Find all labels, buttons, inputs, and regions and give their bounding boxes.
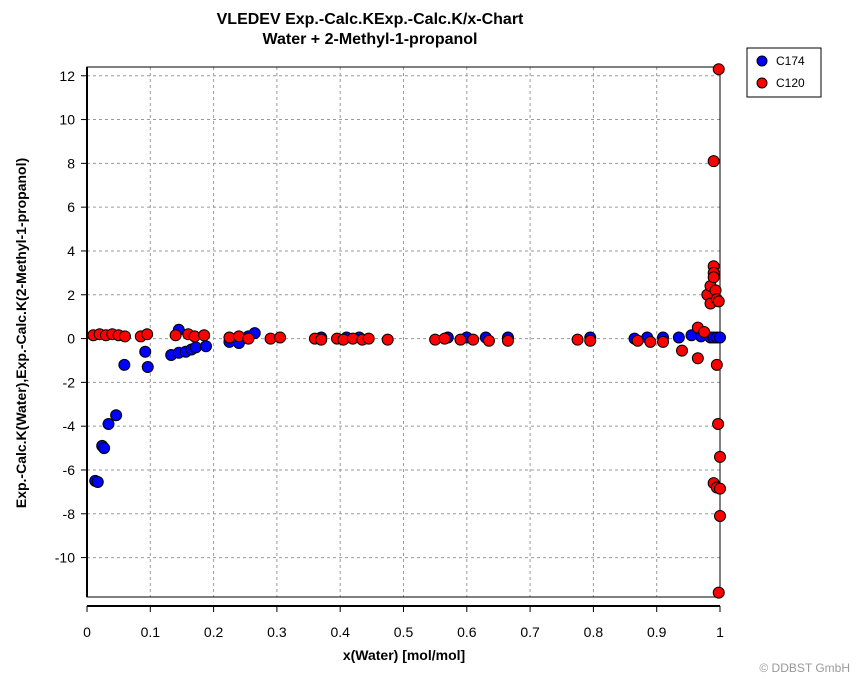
y-axis-label: Exp.-Calc.K(Water),Exp.-Calc.K(2-Methyl-… bbox=[13, 158, 29, 508]
data-point-c120 bbox=[710, 358, 723, 371]
legend-marker-c174 bbox=[756, 55, 768, 67]
y-tick-label: 12 bbox=[59, 68, 75, 84]
x-tick-label: 0.8 bbox=[584, 624, 604, 640]
x-tick-label: 0.1 bbox=[141, 624, 161, 640]
data-point-c120 bbox=[198, 329, 211, 342]
data-point-c120 bbox=[438, 332, 451, 345]
data-point-c120 bbox=[714, 450, 726, 463]
data-point-c120 bbox=[714, 509, 726, 522]
x-tick-label: 0.6 bbox=[457, 624, 477, 640]
data-point-c120 bbox=[657, 335, 670, 348]
watermark: © DDBST GmbH bbox=[759, 661, 850, 675]
data-point-c120 bbox=[707, 271, 720, 284]
x-tick-label: 0.4 bbox=[330, 624, 350, 640]
x-tick-label: 0.9 bbox=[647, 624, 667, 640]
y-tick-label: -4 bbox=[63, 418, 76, 434]
data-point-c120 bbox=[454, 333, 467, 346]
y-tick-label: 8 bbox=[67, 155, 75, 171]
chart-subtitle: Water + 2-Methyl-1-propanol bbox=[263, 31, 478, 48]
data-point-c120 bbox=[118, 330, 131, 343]
legend-label-c174: C174 bbox=[776, 54, 805, 68]
x-tick-label: 0 bbox=[83, 624, 91, 640]
y-tick-label: 10 bbox=[59, 112, 75, 128]
data-point-c120 bbox=[362, 332, 375, 345]
data-point-c120 bbox=[584, 334, 597, 347]
data-point-c120 bbox=[501, 334, 514, 347]
data-point-c120 bbox=[712, 586, 725, 599]
y-tick-label: -6 bbox=[63, 462, 76, 478]
data-point-c174 bbox=[141, 361, 154, 374]
data-point-c174 bbox=[110, 409, 123, 422]
x-axis-ticks: 0 0.1 0.2 0.3 0.4 0.5 0.6 0.7 0.8 0.9 1 bbox=[83, 606, 724, 640]
x-tick-label: 0.5 bbox=[394, 624, 414, 640]
data-point-c120 bbox=[712, 417, 725, 430]
data-point-c174 bbox=[139, 345, 152, 358]
series-c174 bbox=[89, 323, 726, 489]
data-point-c174 bbox=[672, 331, 685, 344]
data-point-c120 bbox=[482, 334, 495, 347]
data-point-c174 bbox=[714, 331, 726, 344]
data-point-c174 bbox=[98, 442, 111, 455]
x-tick-label: 0.7 bbox=[520, 624, 540, 640]
data-point-c120 bbox=[691, 352, 704, 365]
legend-label-c120: C120 bbox=[776, 76, 805, 90]
y-tick-label: 6 bbox=[67, 199, 75, 215]
data-point-c120 bbox=[169, 329, 182, 342]
y-tick-label: -8 bbox=[63, 506, 76, 522]
data-point-c120 bbox=[698, 326, 711, 338]
data-point-c120 bbox=[141, 328, 154, 341]
data-point-c120 bbox=[644, 335, 657, 348]
chart-title: VLEDEV Exp.-Calc.KExp.-Calc.K/x-Chart bbox=[217, 11, 524, 28]
data-point-c120 bbox=[712, 295, 725, 308]
data-point-c174 bbox=[189, 341, 202, 354]
data-point-c120 bbox=[315, 333, 328, 346]
legend: C174 C120 bbox=[746, 47, 822, 98]
y-tick-label: -2 bbox=[63, 374, 76, 390]
data-point-c120 bbox=[676, 344, 689, 357]
data-point-c174 bbox=[102, 417, 115, 430]
data-point-c174 bbox=[118, 358, 131, 371]
data-point-c120 bbox=[707, 155, 720, 168]
data-point-c174 bbox=[91, 476, 104, 489]
y-axis-ticks: 12 10 8 6 4 2 0 -2 -4 -6 -8 -10 bbox=[55, 68, 87, 566]
data-point-c120 bbox=[274, 331, 287, 344]
data-point-c120 bbox=[631, 334, 644, 347]
data-point-c120 bbox=[571, 333, 584, 346]
legend-marker-c120 bbox=[756, 77, 768, 89]
data-point-c120 bbox=[467, 333, 480, 346]
series-c120 bbox=[87, 63, 726, 599]
y-tick-label: -10 bbox=[55, 550, 75, 566]
data-point-c120 bbox=[712, 63, 725, 76]
data-point-c174 bbox=[200, 340, 213, 353]
x-tick-label: 1 bbox=[716, 624, 724, 640]
legend-box bbox=[746, 47, 822, 98]
data-point-c120 bbox=[242, 332, 255, 345]
y-tick-label: 0 bbox=[67, 331, 75, 347]
x-axis-label: x(Water) [mol/mol] bbox=[343, 647, 465, 663]
data-points bbox=[87, 63, 726, 599]
y-tick-label: 2 bbox=[67, 287, 75, 303]
x-tick-label: 0.2 bbox=[204, 624, 224, 640]
x-tick-label: 0.3 bbox=[267, 624, 287, 640]
y-tick-label: 4 bbox=[67, 243, 75, 259]
data-point-c120 bbox=[381, 333, 394, 346]
data-point-c120 bbox=[714, 482, 726, 495]
